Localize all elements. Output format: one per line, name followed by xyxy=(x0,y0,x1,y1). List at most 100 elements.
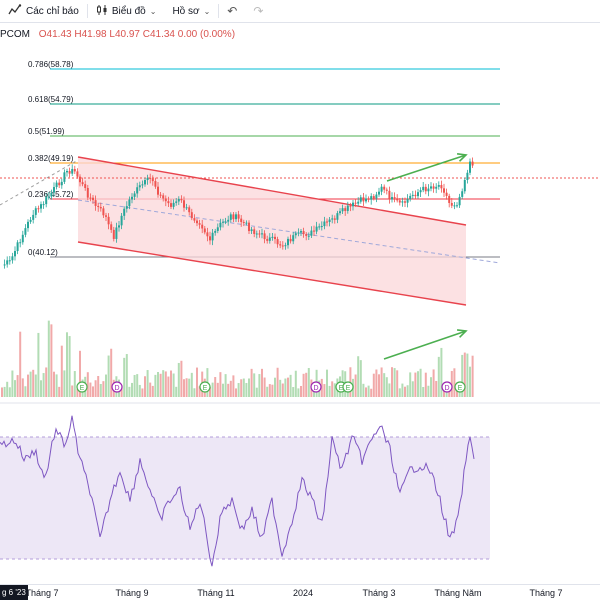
volume-bar xyxy=(99,383,102,397)
volume-bar xyxy=(427,385,430,397)
volume-bar xyxy=(248,378,250,397)
candle-body xyxy=(448,195,451,203)
candle-body xyxy=(409,195,412,199)
fib-level-label: 0.5(51.99) xyxy=(28,127,65,136)
volume-bar xyxy=(138,384,141,397)
candle-body xyxy=(375,194,378,199)
candle-body xyxy=(427,188,430,192)
volume-bar xyxy=(271,384,274,397)
candle-body xyxy=(396,198,399,201)
price-chart[interactable]: 0.786(58.78) 0.618(54.79) 0.5(51.99) 0.382(… xyxy=(0,0,600,584)
candle-body xyxy=(14,251,16,257)
indicators-button[interactable]: Các chỉ báo xyxy=(0,0,87,22)
volume-bar xyxy=(185,378,188,397)
candle-body xyxy=(404,201,406,203)
volume-bar xyxy=(469,366,471,397)
chart-type-button[interactable]: Biểu đồ ⌄ xyxy=(88,0,165,22)
channel-lower-line xyxy=(77,241,467,306)
candle-body xyxy=(469,161,471,173)
volume-bar xyxy=(73,371,76,397)
candle-body xyxy=(401,201,404,203)
dividend-marker xyxy=(310,381,322,393)
volume-bar xyxy=(378,374,380,397)
channel-upper-line xyxy=(77,156,467,226)
volume-bar xyxy=(370,388,373,397)
candle-body xyxy=(443,188,445,193)
volume-bar xyxy=(414,372,417,397)
volume-bar xyxy=(29,371,32,397)
candle-body xyxy=(97,205,100,208)
candle-body xyxy=(16,242,19,252)
toolbar-divider xyxy=(86,4,88,18)
volume-bar xyxy=(294,370,297,397)
dividend-marker xyxy=(111,381,123,393)
volume-bar xyxy=(430,377,432,397)
volume-bar xyxy=(159,373,162,397)
candle-body xyxy=(456,205,458,207)
volume-bar xyxy=(102,381,105,397)
volume-bar xyxy=(305,372,308,397)
undo-icon[interactable]: ↶ xyxy=(227,4,238,18)
volume-bar xyxy=(45,367,48,397)
candle-body xyxy=(339,211,341,214)
candle-body xyxy=(315,226,318,232)
candle-body xyxy=(86,187,89,198)
volume-bar xyxy=(53,371,55,397)
candle-body xyxy=(333,218,336,220)
volume-bar xyxy=(68,336,71,397)
volume-bar xyxy=(237,383,240,397)
profile-button[interactable]: Hồ sơ ⌄ xyxy=(164,0,218,22)
candle-body xyxy=(305,234,308,236)
volume-bar xyxy=(471,355,474,397)
volume-bar xyxy=(6,381,9,397)
fib-level-label: 0(40.12) xyxy=(28,248,58,257)
volume-bar xyxy=(188,378,191,397)
volume-bar xyxy=(435,380,438,397)
volume-bar xyxy=(300,385,302,397)
volume-bar xyxy=(232,375,235,397)
volume-bar xyxy=(149,382,152,397)
volume-bar xyxy=(463,352,466,397)
ohlc-legend: PCOM O41.43 H41.98 L40.97 C41.34 0.00 (0… xyxy=(0,29,235,40)
volume-bar xyxy=(359,360,362,397)
volume-bar xyxy=(177,362,180,397)
candle-body xyxy=(276,239,279,245)
candle-body xyxy=(242,222,245,224)
volume-bar xyxy=(123,357,126,397)
volume-bar xyxy=(209,386,211,397)
earnings-marker xyxy=(454,381,466,393)
volume-bar xyxy=(326,369,328,397)
candle-body xyxy=(196,220,198,224)
candle-body xyxy=(383,186,386,190)
candle-body xyxy=(102,208,105,216)
volume-bar xyxy=(37,332,40,397)
volume-bar xyxy=(216,382,219,397)
volume-bar xyxy=(144,376,146,397)
channel-fill xyxy=(78,157,466,305)
candle-body xyxy=(76,171,79,177)
volume-bar xyxy=(245,382,248,397)
candle-body xyxy=(222,221,224,223)
redo-icon[interactable]: ↷ xyxy=(253,4,264,18)
candle-body xyxy=(146,177,149,181)
candle-body xyxy=(188,207,191,213)
fib-level-label: 0.786(58.78) xyxy=(28,60,74,69)
volume-bar xyxy=(60,345,63,397)
dividend-marker xyxy=(441,381,453,393)
volume-bar xyxy=(362,383,365,397)
volume-bar xyxy=(401,383,404,397)
volume-bar xyxy=(263,377,266,397)
candle-body xyxy=(84,184,87,188)
candle-body xyxy=(157,186,159,195)
volume-bar xyxy=(193,388,196,397)
volume-bar xyxy=(292,387,295,397)
candle-body xyxy=(432,186,435,189)
symbol-label: PCOM xyxy=(0,29,30,40)
candle-body xyxy=(414,194,417,197)
volume-bar xyxy=(388,383,391,397)
time-axis[interactable]: g 6 '23 Tháng 7 Tháng 9 Tháng 11 2024 Th… xyxy=(0,584,600,601)
candle-body xyxy=(237,214,240,219)
volume-bar xyxy=(47,320,50,397)
candle-body xyxy=(372,196,375,199)
candle-body xyxy=(149,177,152,179)
